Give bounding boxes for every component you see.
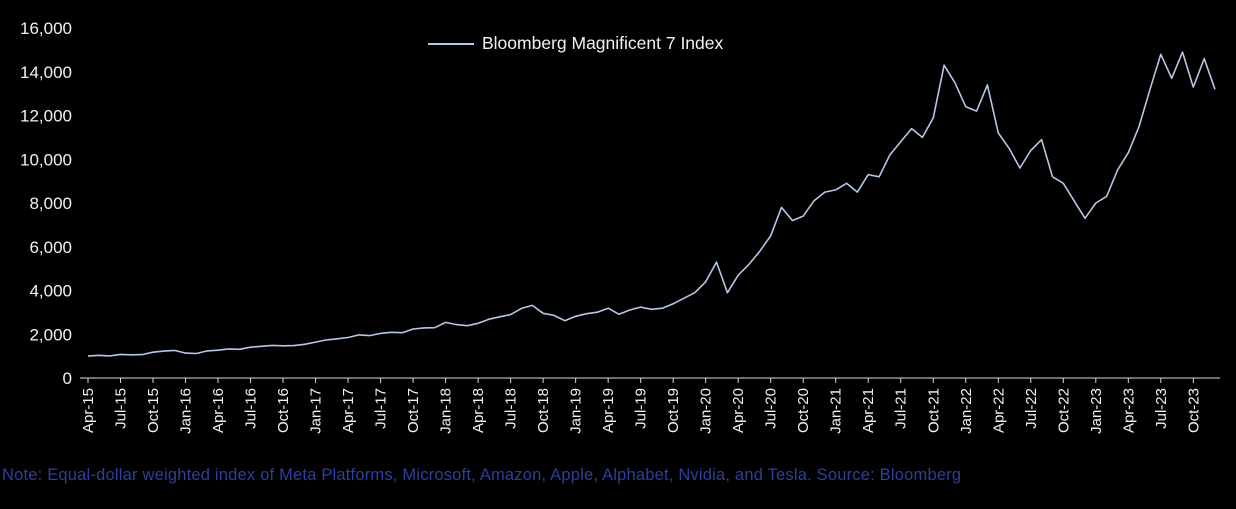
svg-text:16,000: 16,000 [20,19,72,38]
svg-text:Jan-21: Jan-21 [828,388,845,434]
svg-text:Jul-17: Jul-17 [373,388,390,429]
svg-text:6,000: 6,000 [29,238,72,257]
svg-text:Oct-22: Oct-22 [1055,388,1072,433]
svg-text:Apr-15: Apr-15 [80,388,97,433]
svg-text:Oct-19: Oct-19 [665,388,682,433]
svg-text:Apr-18: Apr-18 [470,388,487,433]
legend-line-swatch [428,42,474,45]
svg-text:4,000: 4,000 [29,282,72,301]
svg-text:Oct-17: Oct-17 [405,388,422,433]
source-note: Note: Equal-dollar weighted index of Met… [2,466,962,484]
svg-text:Jan-18: Jan-18 [438,388,455,434]
svg-text:10,000: 10,000 [20,150,72,169]
svg-text:Oct-15: Oct-15 [145,388,162,433]
svg-text:Jul-21: Jul-21 [893,388,910,429]
svg-text:Apr-17: Apr-17 [340,388,357,433]
svg-text:Jan-17: Jan-17 [308,388,325,434]
svg-text:Oct-16: Oct-16 [275,388,292,433]
svg-text:Jul-22: Jul-22 [1023,388,1040,429]
svg-text:Apr-20: Apr-20 [730,388,747,433]
svg-text:Jan-22: Jan-22 [958,388,975,434]
svg-text:Oct-21: Oct-21 [925,388,942,433]
legend-label: Bloomberg Magnificent 7 Index [482,33,724,53]
svg-text:Jul-19: Jul-19 [633,388,650,429]
svg-text:Apr-19: Apr-19 [600,388,617,433]
svg-text:8,000: 8,000 [29,194,72,213]
svg-text:Oct-18: Oct-18 [535,388,552,433]
svg-text:0: 0 [63,369,72,388]
svg-text:Jul-23: Jul-23 [1153,388,1170,429]
svg-text:Jul-20: Jul-20 [763,388,780,429]
svg-text:Apr-21: Apr-21 [860,388,877,433]
svg-text:14,000: 14,000 [20,63,72,82]
svg-text:Apr-23: Apr-23 [1120,388,1137,433]
svg-text:Apr-22: Apr-22 [990,388,1007,433]
svg-text:2,000: 2,000 [29,325,72,344]
legend: Bloomberg Magnificent 7 Index [428,33,723,54]
svg-text:Jan-23: Jan-23 [1088,388,1105,434]
svg-text:Jan-16: Jan-16 [178,388,195,434]
svg-text:Oct-23: Oct-23 [1185,388,1202,433]
svg-text:Oct-20: Oct-20 [795,388,812,433]
svg-text:Jul-18: Jul-18 [503,388,520,429]
svg-text:Jan-19: Jan-19 [568,388,585,434]
svg-text:Jul-16: Jul-16 [243,388,260,429]
svg-text:12,000: 12,000 [20,107,72,126]
svg-text:Apr-16: Apr-16 [210,388,227,433]
svg-text:Jul-15: Jul-15 [113,388,130,429]
svg-text:Jan-20: Jan-20 [698,388,715,434]
